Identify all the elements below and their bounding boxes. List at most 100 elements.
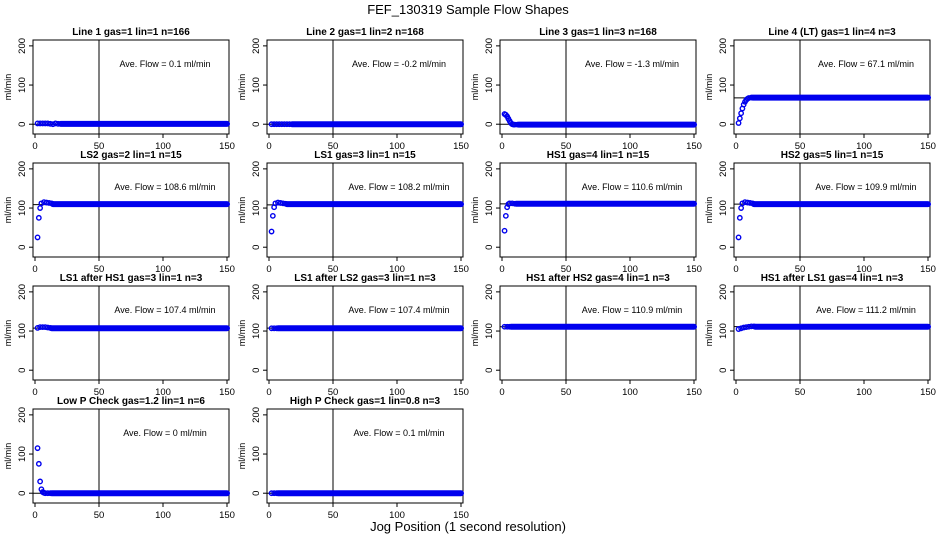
panel-title: HS1 after LS1 gas=4 lin=1 n=3 [761,273,904,284]
x-tick-label: 150 [219,264,235,275]
x-tick-label: 150 [219,141,235,152]
data-point [269,212,276,219]
data-point [39,120,46,127]
panel-frame [32,162,230,258]
panel-title: LS1 gas=3 lin=1 n=15 [314,150,416,161]
x-tick-label: 50 [795,387,806,398]
data-point [281,121,288,128]
data-point [286,121,293,128]
panel-title: HS2 gas=5 lin=1 n=15 [781,150,884,161]
data-point [736,214,743,221]
data-point [268,121,275,128]
y-axis-label: ml/min [237,197,247,224]
panel-frame [32,285,230,381]
data-point [273,325,280,332]
average-flow-annotation: Ave. Flow = 108.6 ml/min [114,182,215,192]
data-point [743,324,750,331]
panel-frame [733,285,931,381]
average-flow-annotation: Ave. Flow = 107.4 ml/min [114,305,215,315]
y-axis-label: ml/min [3,443,13,470]
data-point [277,200,284,206]
data-point [268,325,275,332]
data-point [273,490,280,497]
data-point [35,460,42,467]
x-tick-label: 0 [32,510,37,521]
panel-title: Line 4 (LT) gas=1 lin=4 n=3 [768,27,896,38]
y-tick-label: 0 [251,245,262,250]
average-flow-annotation: Ave. Flow = 110.6 ml/min [582,182,682,192]
x-tick-label: 50 [94,264,105,275]
y-tick-label: 100 [718,200,729,216]
x-tick-label: 100 [856,387,872,398]
data-point [46,200,52,206]
x-tick-label: 100 [389,387,405,398]
x-tick-label: 100 [622,264,638,275]
y-axis-label: ml/min [470,74,480,101]
average-flow-annotation: Ave. Flow = 111.2 ml/min [816,305,916,315]
y-tick-label: 0 [17,122,28,127]
y-tick-label: 100 [17,77,28,93]
x-tick-label: 0 [32,387,37,398]
x-tick-label: 150 [453,141,469,152]
data-point [34,325,41,331]
y-tick-label: 200 [484,38,495,54]
data-point [268,228,275,235]
data-point [749,200,756,207]
x-tick-label: 50 [328,510,339,521]
x-tick-label: 150 [453,510,469,521]
data-point [42,490,49,497]
x-tick-label: 100 [389,264,405,275]
x-tick-label: 50 [795,264,806,275]
data-point [506,200,513,207]
data-point [284,121,290,128]
y-tick-label: 200 [17,161,28,177]
y-tick-label: 200 [251,161,262,177]
panel-frame [266,408,464,504]
data-point [272,200,279,207]
x-tick-label: 0 [499,387,504,398]
y-axis-label: ml/min [3,320,13,347]
x-tick-label: 0 [266,387,271,398]
data-point [55,120,61,127]
x-tick-label: 50 [328,387,339,398]
average-flow-annotation: Ave. Flow = 0 ml/min [123,428,207,438]
data-point [37,205,44,211]
y-tick-label: 100 [17,323,28,339]
data-point [268,490,275,497]
data-point [278,121,285,128]
y-tick-label: 100 [251,323,262,339]
data-point [37,478,44,485]
data-point [742,199,748,206]
panel-frame [499,285,697,381]
data-point [280,200,286,207]
y-axis-label: ml/min [704,320,714,347]
x-tick-label: 50 [94,510,105,521]
x-tick-label: 100 [155,387,171,398]
y-axis-label: ml/min [3,197,13,224]
data-point [34,234,41,241]
x-tick-label: 100 [622,141,638,152]
x-tick-label: 50 [561,264,572,275]
panel-frame [733,39,931,135]
y-axis-label: ml/min [704,74,714,101]
data-point [506,323,513,330]
data-point [745,323,752,330]
data-point [48,200,55,207]
data-point [44,490,51,497]
data-point [271,121,278,128]
data-point [738,205,745,211]
data-point [44,324,51,331]
y-tick-label: 200 [718,38,729,54]
x-tick-label: 0 [733,264,738,275]
figure-title: FEF_130319 Sample Flow Shapes [367,2,569,17]
average-flow-annotation: Ave. Flow = 110.9 ml/min [582,305,682,315]
data-point [735,326,742,332]
data-point [273,121,280,128]
data-point [276,121,283,128]
y-tick-label: 100 [251,446,262,462]
data-point [744,199,751,206]
data-point [511,121,518,128]
data-point [735,120,742,126]
y-axis-label: ml/min [704,197,714,224]
data-point [34,120,41,127]
